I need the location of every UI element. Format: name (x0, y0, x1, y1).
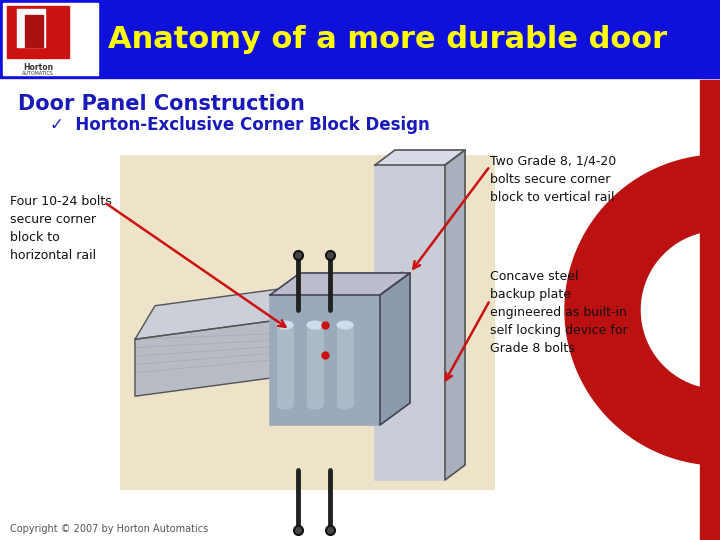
Bar (270, 295, 380, 425)
Text: Copyright © 2007 by Horton Automatics: Copyright © 2007 by Horton Automatics (10, 524, 208, 534)
Polygon shape (135, 272, 403, 339)
Bar (17, 9, 45, 47)
Bar (700, 80, 720, 540)
Text: Door Panel Construction: Door Panel Construction (18, 94, 305, 114)
Text: Four 10-24 bolts
secure corner
block to
horizontal rail: Four 10-24 bolts secure corner block to … (10, 195, 112, 262)
Polygon shape (375, 150, 465, 165)
Bar (307, 325, 323, 405)
Text: ✓  Horton-Exclusive Corner Block Design: ✓ Horton-Exclusive Corner Block Design (50, 116, 430, 134)
Bar (7, 6, 69, 58)
Ellipse shape (307, 321, 323, 329)
Polygon shape (270, 273, 410, 295)
Text: Horton: Horton (23, 63, 53, 72)
Text: Anatomy of a more durable door: Anatomy of a more durable door (108, 24, 667, 53)
Ellipse shape (277, 321, 293, 329)
Ellipse shape (277, 401, 293, 409)
Bar (337, 325, 353, 405)
Bar (277, 325, 293, 405)
Text: Concave steel
backup plate
engineered as built-in
self locking device for
Grade : Concave steel backup plate engineered as… (490, 270, 628, 355)
Polygon shape (380, 273, 410, 425)
Ellipse shape (337, 321, 353, 329)
Ellipse shape (337, 401, 353, 409)
Polygon shape (135, 306, 385, 396)
Ellipse shape (307, 401, 323, 409)
Text: Two Grade 8, 1/4-20
bolts secure corner
block to vertical rail: Two Grade 8, 1/4-20 bolts secure corner … (490, 155, 616, 204)
Bar (375, 165, 445, 480)
Polygon shape (565, 155, 720, 465)
Bar (3, 3, 98, 75)
Bar (0, 0, 720, 78)
Polygon shape (445, 150, 465, 480)
Bar (25, 15, 43, 47)
Bar (120, 155, 495, 490)
Text: AUTOMATICS: AUTOMATICS (22, 71, 54, 76)
